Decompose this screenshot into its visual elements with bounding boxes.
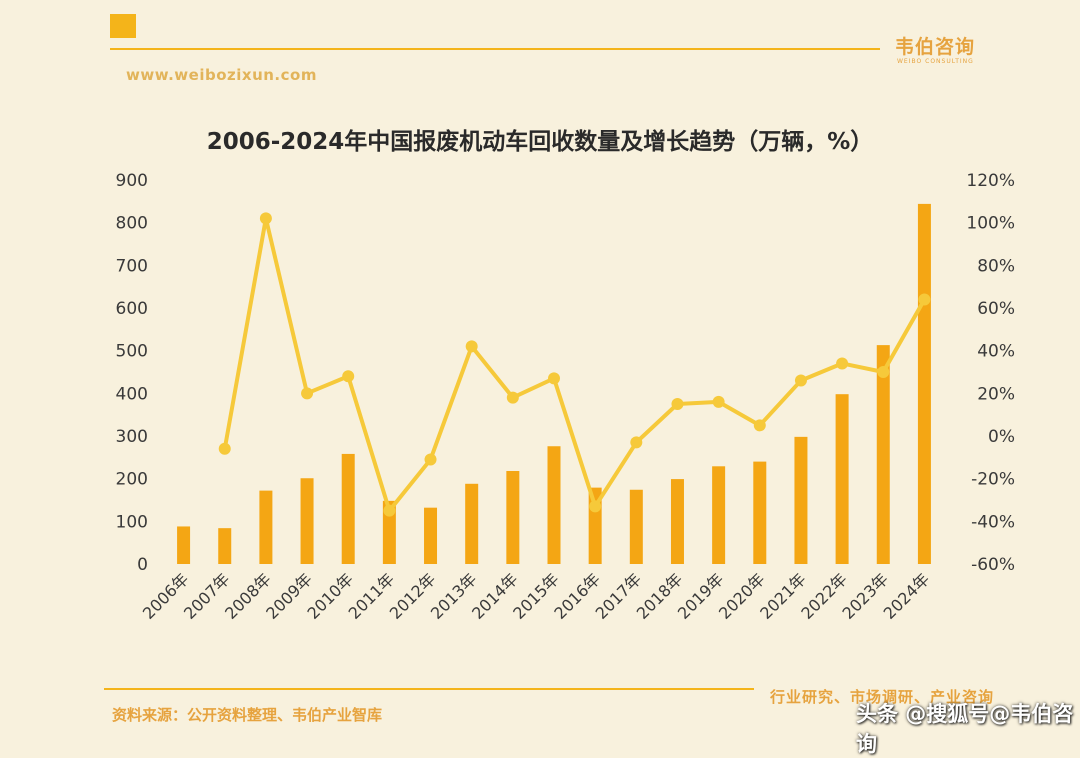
bar	[259, 490, 273, 564]
brand-logo-text: 韦伯咨询	[895, 36, 976, 58]
bar	[424, 507, 438, 564]
right-axis-tick-label: 60%	[977, 299, 1015, 319]
growth-point	[671, 398, 684, 410]
right-axis-tick-label: -40%	[971, 512, 1015, 532]
left-axis-tick-label: 400	[116, 384, 148, 404]
header-divider	[110, 48, 880, 50]
growth-point	[712, 395, 725, 408]
right-axis-tick-label: 20%	[977, 384, 1015, 404]
bar	[835, 394, 849, 564]
growth-point	[918, 293, 931, 306]
bar	[794, 436, 808, 564]
growth-point	[836, 357, 849, 370]
bar	[341, 453, 355, 564]
bar	[177, 526, 191, 564]
watermark: 头条 @搜狐号@韦伯咨询	[856, 702, 1074, 756]
growth-point	[465, 340, 478, 353]
bar	[382, 500, 396, 564]
bar	[506, 470, 520, 564]
growth-point	[383, 504, 396, 517]
x-axis-tick-label: 2024年	[880, 569, 934, 623]
growth-point	[794, 374, 807, 387]
footer-tagline: 行业研究、市场调研、产业咨询	[770, 688, 995, 706]
brand-subtitle: WEIBO CONSULTING	[897, 58, 974, 65]
chart-title: 2006-2024年中国报废机动车回收数量及增长趋势（万辆，%）	[206, 129, 874, 155]
bar	[300, 478, 314, 564]
growth-point	[259, 212, 272, 225]
left-axis-tick-label: 800	[116, 214, 148, 234]
growth-point	[301, 387, 314, 400]
left-axis-tick-label: 500	[116, 342, 148, 362]
growth-line	[222, 216, 927, 513]
growth-point	[589, 500, 602, 513]
growth-point	[424, 453, 437, 466]
growth-point	[342, 370, 355, 383]
growth-point	[548, 372, 560, 385]
footer-divider	[104, 688, 754, 690]
right-axis-tick-label: 100%	[966, 214, 1015, 234]
right-axis-tick-label: 80%	[977, 256, 1015, 276]
right-axis-tick-label: 120%	[966, 171, 1015, 191]
left-axis-tick-label: 0	[137, 555, 148, 575]
growth-point	[218, 442, 231, 455]
website-url: www.weibozixun.com	[126, 66, 317, 84]
left-axis-tick-label: 600	[116, 299, 148, 319]
right-axis-tick-label: 40%	[977, 342, 1015, 362]
left-axis-tick-label: 200	[116, 470, 148, 490]
bar	[547, 446, 561, 564]
bar	[465, 483, 479, 564]
left-axis-tick-label: 700	[116, 256, 148, 276]
left-axis-tick-label: 300	[116, 427, 148, 447]
brand-square-icon	[110, 14, 136, 38]
growth-point	[753, 419, 766, 432]
left-axis-tick-label: 900	[116, 171, 148, 191]
growth-point	[630, 436, 643, 449]
growth-point	[877, 366, 890, 378]
bar	[753, 461, 767, 564]
bar	[670, 479, 684, 564]
bar	[218, 528, 232, 564]
growth-point	[506, 391, 519, 404]
bar	[629, 489, 643, 564]
right-axis-tick-label: -20%	[971, 470, 1015, 490]
right-axis-tick-label: 0%	[988, 427, 1015, 447]
bar	[712, 466, 726, 564]
right-axis-tick-label: -60%	[971, 555, 1015, 575]
left-axis-tick-label: 100	[116, 512, 148, 532]
source-note: 资料来源：公开资料整理、韦伯产业智库	[112, 706, 383, 724]
bar	[917, 203, 931, 565]
bar	[876, 345, 890, 564]
